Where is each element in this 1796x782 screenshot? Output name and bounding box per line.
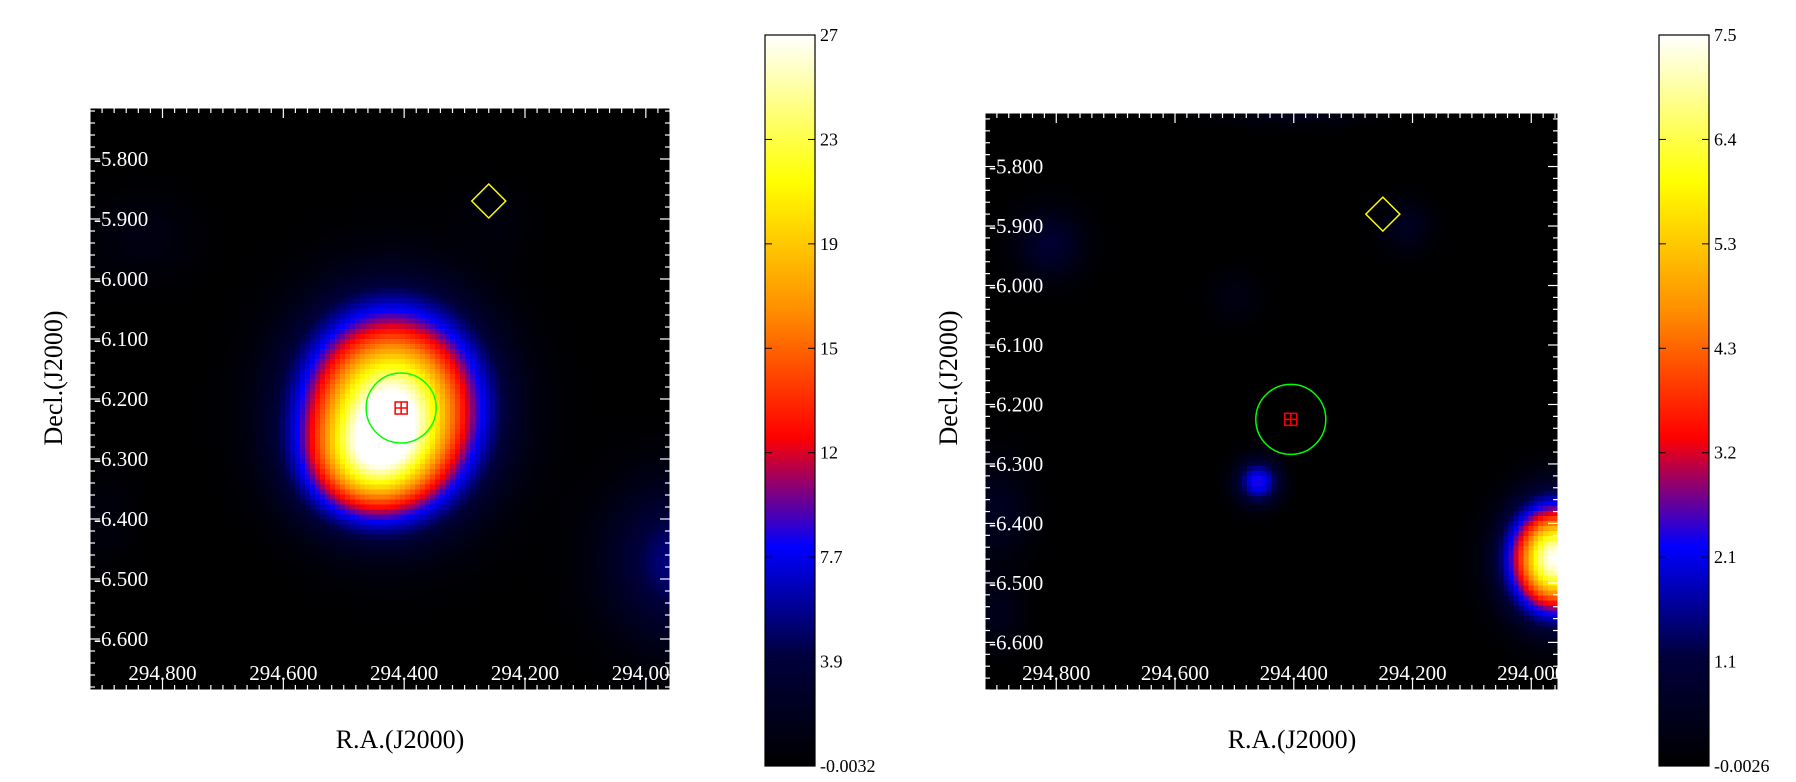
colorbar-tick-label: 19: [820, 234, 838, 254]
colorbar-tick-label: 7.5: [1714, 25, 1737, 45]
y-tick-label: -6.000: [989, 274, 1043, 298]
panel-1-ticks: [90, 108, 671, 690]
error-circle: [1255, 383, 1327, 456]
y-tick-label: -6.500: [94, 567, 148, 591]
colorbar-tick-label: 2.1: [1714, 547, 1737, 567]
panel-2: -5.800 -5.900 -6.000 -6.100 -6.200 -6.300 -6.4…: [934, 112, 1565, 754]
x-tick-label: 294.400: [1260, 661, 1328, 685]
x-tick-label: 294.600: [249, 661, 317, 685]
x-tick-label: 294.800: [128, 661, 196, 685]
panel-2-y-tick-labels: -5.800 -5.900 -6.000 -6.100 -6.200 -6.300 -6.4…: [989, 155, 1043, 655]
diamond-marker: [1364, 196, 1401, 233]
x-tick-label: 294.600: [1141, 661, 1209, 685]
y-tick-label: -6.500: [989, 571, 1043, 595]
y-tick-label: -6.200: [94, 387, 148, 411]
y-tick-label: -5.800: [989, 155, 1043, 179]
panel-1-heatmap: [90, 108, 670, 690]
colorbar-tick-label: 3.2: [1714, 443, 1737, 463]
panel-1: -5.800 -5.900 -6.000 -6.100 -6.200 -6.300 -6.4…: [39, 107, 680, 754]
x-tick-label: 294.200: [1378, 661, 1446, 685]
colorbar-2-ticks: 7.5 6.4 5.3 4.3 3.2 2.1 1.1 -0.0026: [1659, 25, 1770, 776]
y-tick-label: -6.400: [989, 511, 1043, 535]
x-tick-label: 294.000: [1497, 661, 1565, 685]
y-tick-label: -6.100: [989, 333, 1043, 357]
panel-1-x-tick-labels: 294.800 294.600 294.400 294.200 294.000: [128, 661, 680, 685]
colorbar-tick-label: 6.4: [1714, 129, 1737, 149]
colorbar-2-bar: [1658, 34, 1710, 767]
x-tick-label: 294.200: [491, 661, 559, 685]
panel-2-ticks: [985, 113, 1558, 691]
y-tick-label: -6.600: [94, 627, 148, 651]
diamond-marker: [470, 182, 507, 220]
colorbar-2: 7.5 6.4 5.3 4.3 3.2 2.1 1.1 -0.0026: [1658, 25, 1770, 776]
x-tick-label: 294.000: [612, 661, 680, 685]
panel-1-y-axis-label: Decl.(J2000): [39, 310, 68, 445]
colorbar-tick-label: 4.3: [1714, 338, 1737, 358]
y-tick-label: -6.400: [94, 507, 148, 531]
panel-1-x-axis-label: R.A.(J2000): [336, 725, 465, 754]
y-tick-label: -6.100: [94, 327, 148, 351]
y-tick-label: -6.000: [94, 267, 148, 291]
panel-2-markers: [1255, 196, 1401, 456]
colorbar-tick-label: -0.0026: [1714, 756, 1770, 776]
y-tick-label: -6.300: [94, 447, 148, 471]
y-tick-label: -5.900: [94, 207, 148, 231]
panel-2-y-axis-label: Decl.(J2000): [934, 310, 963, 445]
colorbar-1-bar: [764, 34, 816, 767]
colorbar-tick-label: 3.9: [820, 652, 843, 672]
y-tick-label: -6.600: [989, 630, 1043, 654]
colorbar-1: 27 23 19 15 12 7.7 3.9 -0.0032: [764, 25, 876, 776]
panel-2-x-axis-label: R.A.(J2000): [1228, 725, 1357, 754]
colorbar-tick-label: 7.7: [820, 547, 843, 567]
panel-2-frame: [984, 112, 1559, 691]
panel-1-y-tick-labels: -5.800 -5.900 -6.000 -6.100 -6.200 -6.300 -6.4…: [94, 147, 148, 651]
colorbar-tick-label: 27: [820, 25, 838, 45]
colorbar-tick-label: 1.1: [1714, 652, 1737, 672]
x-tick-label: 294.400: [370, 661, 438, 685]
panel-2-x-tick-labels: 294.800 294.600 294.400 294.200 294.000: [1022, 661, 1565, 685]
y-tick-label: -6.300: [989, 452, 1043, 476]
y-tick-label: -6.200: [989, 392, 1043, 416]
colorbar-tick-label: -0.0032: [820, 756, 876, 776]
colorbar-tick-label: 23: [820, 129, 838, 149]
colorbar-tick-label: 5.3: [1714, 234, 1737, 254]
panel-1-markers: [365, 182, 507, 444]
panel-2-heatmap: [985, 113, 1558, 690]
error-circle: [365, 372, 437, 444]
colorbar-1-ticks: 27 23 19 15 12 7.7 3.9 -0.0032: [765, 25, 876, 776]
x-tick-label: 294.800: [1022, 661, 1090, 685]
y-tick-label: -5.800: [94, 147, 148, 171]
colorbar-tick-label: 15: [820, 338, 838, 358]
colorbar-tick-label: 12: [820, 443, 838, 463]
y-tick-label: -5.900: [989, 214, 1043, 238]
